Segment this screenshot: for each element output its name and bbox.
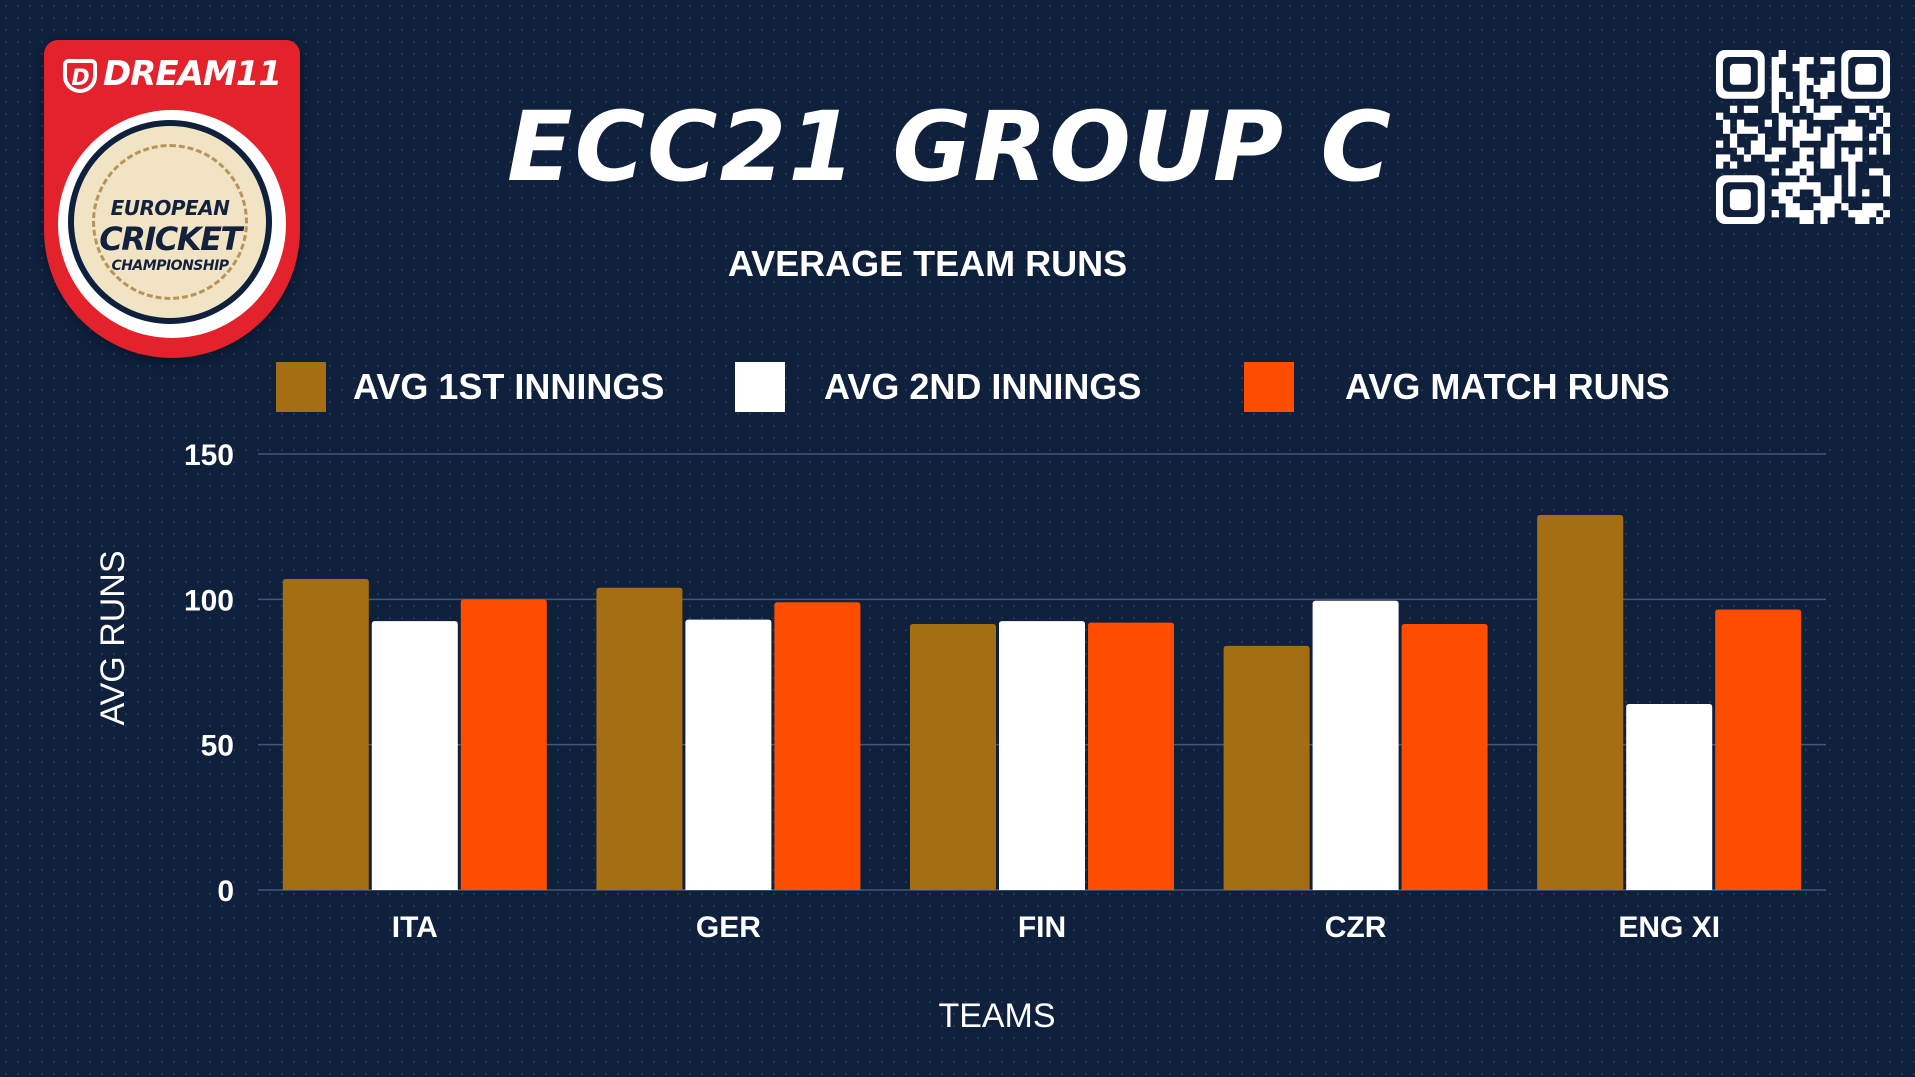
legend-label-match-runs: AVG MATCH RUNS: [1345, 366, 1670, 407]
x-category-labels: ITA GER FIN CZR ENG XI: [392, 911, 1720, 944]
logo-brand: D DREAM11: [44, 54, 300, 94]
x-tick-ita: ITA: [392, 911, 438, 944]
logo-line-3: CHAMPIONSHIP: [111, 258, 229, 274]
bar-fin-series-1: [910, 624, 996, 890]
bar-czr-series-3: [1401, 624, 1488, 890]
bars: [282, 515, 1802, 890]
legend-label-2nd-innings: AVG 2ND INNINGS: [824, 366, 1142, 407]
ball-seam: [92, 144, 248, 300]
legend-swatch-2nd-innings: [735, 362, 785, 412]
bar-eng-xi-series-2: [1626, 703, 1713, 890]
cricket-ball-icon: EUROPEAN CRICKET CHAMPIONSHIP: [74, 126, 266, 318]
bar-czr-series-2: [1312, 600, 1399, 890]
logo-brand-text: DREAM11: [102, 54, 282, 94]
y-tick-150: 150: [184, 439, 234, 472]
x-tick-eng-xi: ENG XI: [1618, 911, 1720, 944]
logo-line-1: EUROPEAN: [110, 196, 230, 220]
bar-ita-series-1: [282, 578, 369, 890]
legend-label-1st-innings: AVG 1ST INNINGS: [353, 366, 665, 407]
y-tick-labels: 0 50 100 150: [184, 439, 234, 908]
logo-ring-inner: EUROPEAN CRICKET CHAMPIONSHIP: [68, 120, 272, 324]
y-tick-50: 50: [201, 730, 234, 763]
bar-fin-series-3: [1088, 622, 1174, 890]
bar-ita-series-2: [371, 621, 458, 890]
bar-ger-series-1: [596, 587, 683, 890]
qr-code-icon[interactable]: [1716, 50, 1890, 224]
x-tick-czr: CZR: [1325, 911, 1387, 944]
legend-swatch-1st-innings: [276, 362, 326, 412]
y-tick-100: 100: [184, 584, 234, 617]
bar-czr-series-1: [1223, 645, 1310, 890]
chart-subtitle: AVERAGE TEAM RUNS: [727, 243, 1128, 284]
logo-line-2: CRICKET: [99, 220, 242, 258]
dream11-ecc-logo: D DREAM11 EUROPEAN CRICKET CHAMPIONSHIP: [44, 40, 300, 358]
bar-eng-xi-series-3: [1715, 609, 1802, 890]
page-title: ECC21 GROUP C: [506, 91, 1393, 203]
bar-fin-series-2: [999, 621, 1085, 890]
logo-ring: EUROPEAN CRICKET CHAMPIONSHIP: [58, 110, 286, 338]
x-tick-fin: FIN: [1018, 911, 1066, 944]
dream11-shield-icon: D: [62, 58, 97, 93]
x-axis-title: TEAMS: [938, 997, 1055, 1035]
y-axis-title: AVG RUNS: [94, 550, 132, 725]
bar-ger-series-2: [685, 619, 772, 890]
bar-eng-xi-series-1: [1537, 515, 1624, 890]
y-tick-0: 0: [217, 875, 234, 908]
x-tick-ger: GER: [696, 911, 761, 944]
bar-ita-series-3: [460, 599, 547, 890]
legend-swatch-match-runs: [1244, 362, 1294, 412]
bar-ger-series-3: [774, 602, 861, 890]
